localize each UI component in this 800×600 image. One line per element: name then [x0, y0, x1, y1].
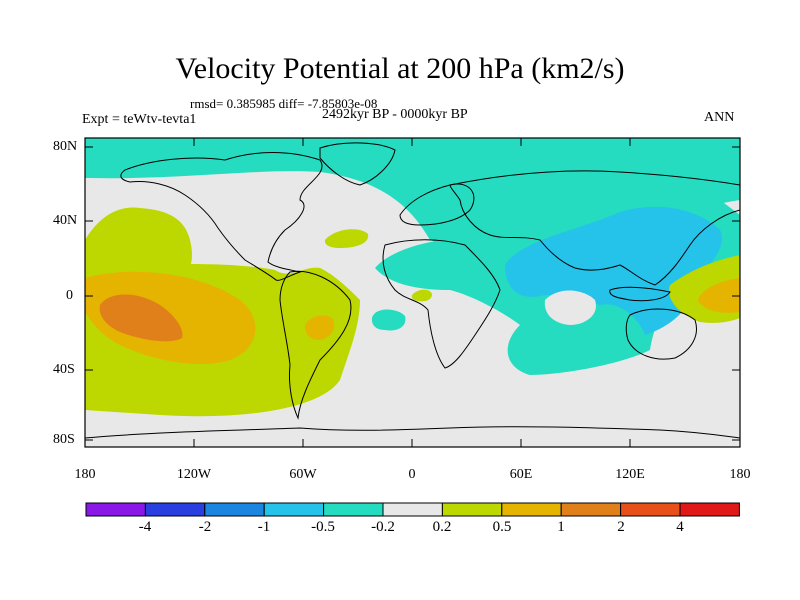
colorbar-tick-label: 1 [557, 519, 565, 535]
colorbar-box [560, 502, 622, 517]
colorbar-box [144, 502, 206, 517]
lat-label: 0 [66, 288, 73, 303]
dark-orange-pacific-core [99, 294, 183, 342]
africa-coast [382, 239, 501, 369]
asia-coast [449, 170, 740, 286]
colorbar-tick-label: -1 [257, 519, 271, 535]
colorbar-box [323, 502, 384, 517]
orange-west-pacific-blob [698, 278, 740, 313]
lat-label: 80N [53, 139, 78, 154]
orange-brazil-blob [304, 315, 335, 340]
colorbar-box [501, 502, 562, 517]
colorbar-tick-label: -4 [138, 519, 152, 535]
lon-label: 60E [509, 467, 533, 482]
yellow-green-north-pacific [85, 207, 192, 280]
colorbar-tick-label: -0.5 [311, 519, 335, 535]
greenland-coast [319, 142, 396, 186]
yellow-green-west-africa-blob [411, 289, 432, 302]
time-period-label: 2492kyr BP - 0000kyr BP [322, 107, 468, 122]
lat-label: 40S [53, 362, 75, 377]
coastline-layer [85, 142, 740, 439]
rmsd-diff-stats: rmsd= 0.385985 diff= -7.85803e-08 [190, 96, 378, 111]
colorbar-tick-label: 2 [617, 519, 625, 535]
colorbar-tick-label: 0.5 [492, 519, 512, 535]
colorbar-tick-label: 4 [676, 519, 684, 535]
indonesia-coast [609, 286, 671, 302]
south-america-coast [279, 270, 352, 420]
lon-label: 60W [289, 467, 317, 482]
colorbar-box [263, 502, 325, 517]
lon-label: 120W [176, 467, 212, 482]
lat-label: 80S [53, 432, 75, 447]
colorbar-tick-label: -2 [198, 519, 212, 535]
lat-label: 40N [53, 213, 78, 228]
neutral-indian-ocean-patch [544, 290, 596, 325]
colorbar-tick-label: 0.2 [432, 519, 452, 535]
europe-coast [399, 183, 475, 226]
australia-coast [625, 308, 697, 360]
colorbar-tick-label: -0.2 [371, 519, 395, 535]
season-label: ANN [704, 110, 735, 125]
north-america-coast [120, 152, 323, 281]
experiment-label: Expt = teWtv-tevta1 [82, 112, 197, 127]
yellow-green-north-atlantic-blob [324, 229, 369, 248]
lon-label: 0 [408, 467, 416, 482]
cyan-atlantic-blob [371, 309, 406, 331]
lon-label: 120E [615, 467, 645, 482]
colorbar-box [85, 502, 146, 517]
antarctica-coast [85, 426, 740, 439]
colorbar-box [441, 502, 503, 517]
lon-label: 180 [74, 467, 96, 482]
colorbar-box [620, 502, 681, 517]
map-title: Velocity Potential at 200 hPa (km2/s) [175, 52, 625, 85]
lon-label: 180 [729, 467, 751, 482]
axis-ticks [84, 138, 741, 447]
colorbar [85, 502, 740, 517]
contour-fill-layer [85, 138, 740, 447]
blue-asia-region [505, 206, 723, 335]
colorbar-box [204, 502, 265, 517]
colorbar-box [679, 502, 740, 517]
colorbar-box [382, 502, 443, 517]
